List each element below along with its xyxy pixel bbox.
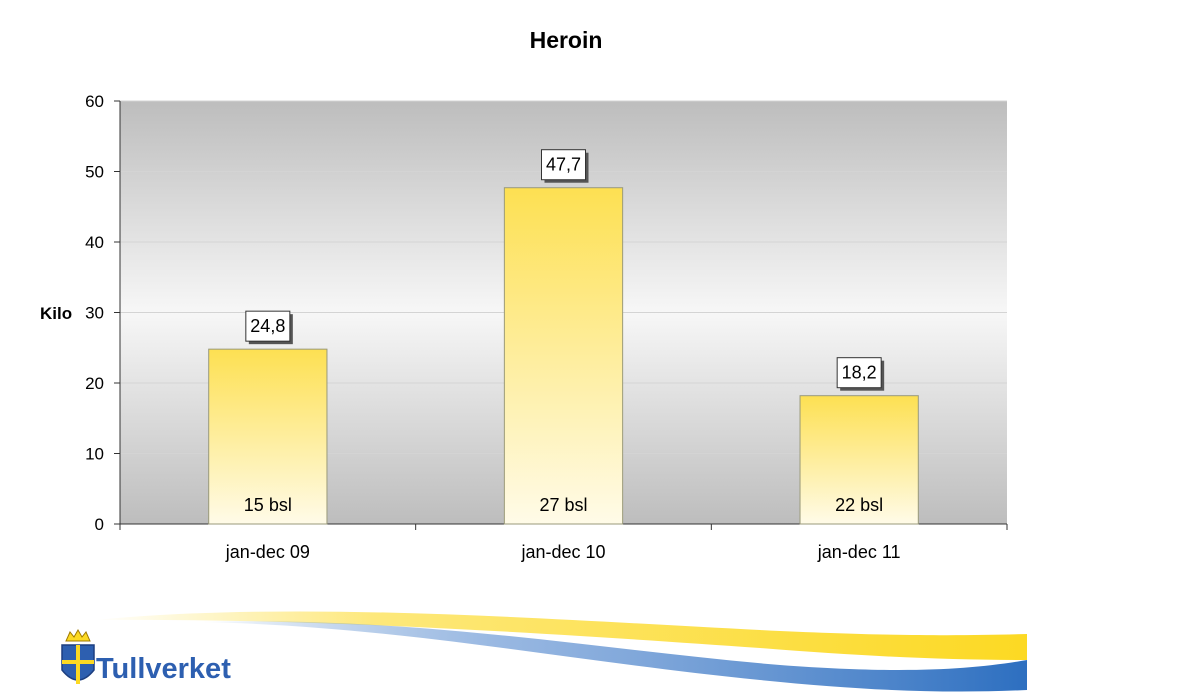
data-label: 24,8 — [250, 316, 285, 336]
yellow-wave — [95, 611, 1027, 660]
y-tick-label: 20 — [85, 374, 104, 393]
x-tick-label: jan-dec 10 — [520, 542, 605, 562]
y-tick-label: 10 — [85, 445, 104, 464]
x-tick-label: jan-dec 09 — [225, 542, 310, 562]
y-tick-label: 50 — [85, 163, 104, 182]
data-label-box — [541, 149, 586, 181]
y-tick-label: 0 — [95, 515, 104, 534]
y-tick-label: 60 — [85, 92, 104, 111]
bar-note: 22 bsl — [835, 495, 883, 515]
y-tick-label: 40 — [85, 233, 104, 252]
footer-wave — [95, 611, 1027, 692]
y-tick-label: 30 — [85, 304, 104, 323]
data-label-box — [836, 357, 882, 389]
tullverket-logo: Tullverket — [61, 628, 231, 685]
bar-note: 15 bsl — [244, 495, 292, 515]
y-axis-label: Kilo — [40, 304, 72, 323]
data-label-box — [245, 310, 291, 342]
bar — [799, 395, 919, 525]
bar — [503, 187, 624, 525]
bars: 24,8 15 bsl 47,7 27 bsl 18,2 22 bsl — [208, 149, 919, 525]
bar-note: 27 bsl — [539, 495, 587, 515]
data-label: 47,7 — [546, 155, 581, 175]
bar — [208, 348, 328, 525]
chart-title: Heroin — [530, 27, 603, 53]
blue-wave — [200, 621, 1027, 692]
data-label: 18,2 — [842, 363, 877, 383]
coat-of-arms-icon — [61, 628, 95, 684]
x-tick-label: jan-dec 11 — [817, 542, 901, 562]
y-axis-ticks: 0 10 20 30 40 50 60 — [85, 92, 120, 534]
x-axis-labels: jan-dec 09 jan-dec 10 jan-dec 11 — [225, 542, 901, 562]
logo-wordmark: Tullverket — [96, 653, 231, 685]
